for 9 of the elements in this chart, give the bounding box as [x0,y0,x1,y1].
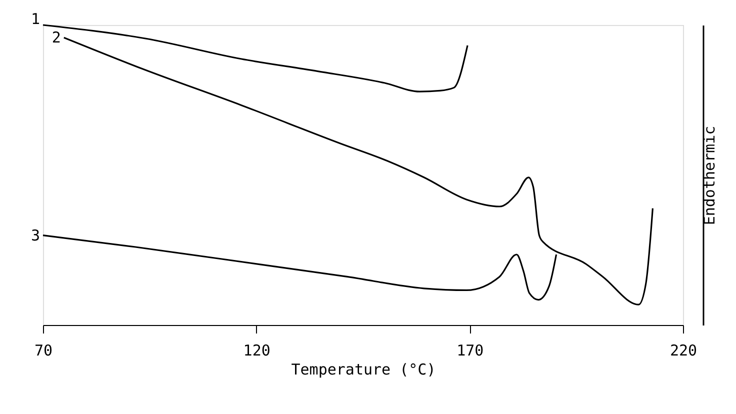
x-tick-label: 170 [456,342,484,360]
series-label: 3 [30,226,40,244]
y-axis-title: Endothermic [700,126,718,226]
x-tick-label: 220 [670,342,698,360]
series-label: 1 [30,10,40,28]
x-axis-title: Temperature (°C) [291,360,436,378]
series-label: 2 [52,28,61,47]
x-tick-label: 70 [34,342,53,360]
x-tick-label: 120 [243,342,270,360]
